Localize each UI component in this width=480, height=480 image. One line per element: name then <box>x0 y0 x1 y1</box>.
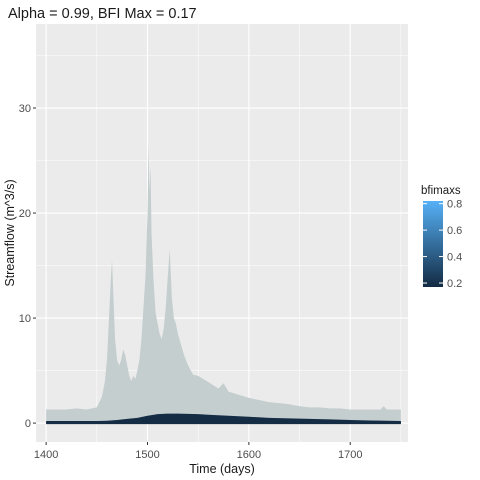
x-axis-title: Time (days) <box>189 462 255 476</box>
plot-panel <box>36 24 408 442</box>
series-baseflow-area <box>46 413 401 424</box>
y-axis: 0 10 20 30 <box>19 103 36 430</box>
legend: bfimaxs 0.2 0.4 0.6 0.8 <box>421 185 462 290</box>
x-tick-label: 1600 <box>237 449 261 461</box>
legend-tick-label: 0.6 <box>447 225 462 237</box>
legend-ticks: 0.2 0.4 0.6 0.8 <box>423 199 462 290</box>
y-tick-label: 20 <box>19 208 31 220</box>
grid-minor <box>36 24 408 442</box>
y-tick-label: 10 <box>19 313 31 325</box>
x-tick-label: 1500 <box>135 449 159 461</box>
legend-title: bfimaxs <box>421 185 461 197</box>
legend-tick-label: 0.8 <box>447 199 462 211</box>
y-axis-title: Streamflow (m^3/s) <box>3 179 17 286</box>
x-tick-label: 1400 <box>34 449 58 461</box>
y-tick-label: 0 <box>25 418 31 430</box>
x-axis: 1400 1500 1600 1700 <box>34 442 362 461</box>
legend-colorbar <box>423 201 443 287</box>
series-layer <box>46 144 401 425</box>
y-tick-label: 30 <box>19 103 31 115</box>
legend-tick-label: 0.2 <box>447 278 462 290</box>
legend-tick-label: 0.4 <box>447 252 462 264</box>
x-tick-label: 1700 <box>338 449 362 461</box>
chart-title: Alpha = 0.99, BFI Max = 0.17 <box>8 6 197 22</box>
